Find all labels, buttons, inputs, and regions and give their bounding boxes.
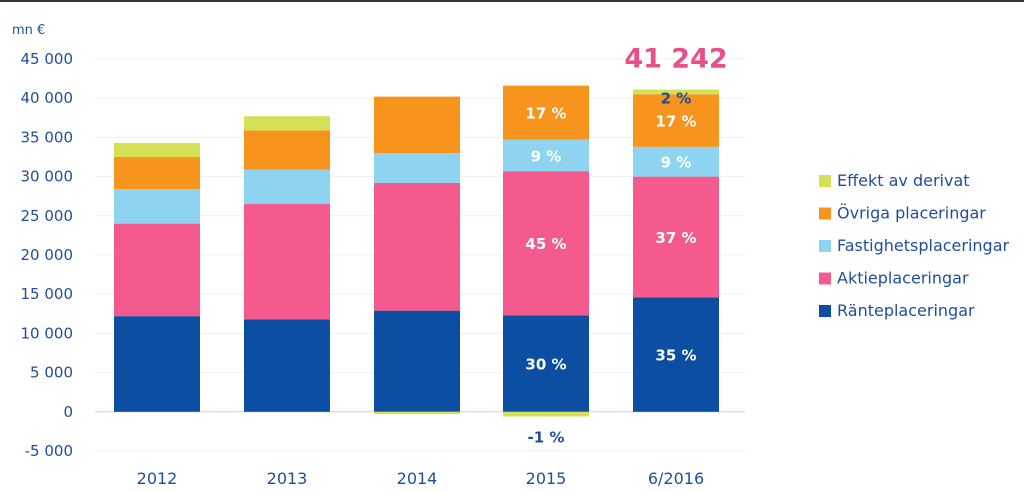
bar-segment bbox=[114, 316, 200, 412]
bar-segment bbox=[503, 315, 589, 412]
legend-swatch bbox=[819, 240, 831, 252]
x-tick-label: 2014 bbox=[397, 469, 438, 488]
x-axis: 2012 2013 2014 2015 6/2016 bbox=[137, 469, 705, 488]
bar-segment bbox=[633, 176, 719, 298]
legend-label: Effekt av derivat bbox=[837, 171, 970, 190]
bar-segment bbox=[633, 146, 719, 177]
bar-segment bbox=[374, 310, 460, 412]
segment-label: 35 % bbox=[655, 347, 696, 365]
y-tick-label: 20 000 bbox=[21, 246, 74, 264]
legend-label: Aktieplaceringar bbox=[837, 269, 969, 288]
segment-label: -1 % bbox=[528, 429, 565, 447]
y-tick-label: 25 000 bbox=[21, 207, 74, 225]
y-axis: -5 000 0 5 000 10 000 15 000 20 000 25 000 30 0… bbox=[21, 50, 74, 460]
x-tick-label: 2013 bbox=[267, 469, 308, 488]
segment-label: 37 % bbox=[655, 229, 696, 247]
bar-segment bbox=[114, 157, 200, 190]
bar-segment bbox=[244, 204, 330, 320]
bar-segment bbox=[114, 142, 200, 157]
y-tick-label: 40 000 bbox=[21, 89, 74, 107]
legend-label: Ränteplaceringar bbox=[837, 301, 975, 320]
y-tick-label: 45 000 bbox=[21, 50, 74, 68]
bar-segment bbox=[374, 411, 460, 415]
segment-label: 30 % bbox=[525, 356, 566, 374]
bar-segment bbox=[244, 130, 330, 170]
bar-segment bbox=[633, 297, 719, 412]
bar-segment bbox=[633, 89, 719, 95]
bar-segment bbox=[244, 319, 330, 412]
x-tick-label: 2015 bbox=[526, 469, 567, 488]
legend-swatch bbox=[819, 207, 831, 220]
bar-segment bbox=[633, 94, 719, 147]
top-border bbox=[0, 0, 1024, 2]
bar-segment bbox=[503, 85, 589, 140]
legend-label: Fastighetsplaceringar bbox=[837, 236, 1010, 255]
bar-segment bbox=[374, 182, 460, 311]
bar-segment bbox=[503, 411, 589, 417]
bar-segment bbox=[244, 169, 330, 205]
bar-segment bbox=[244, 116, 330, 131]
legend: Effekt av derivat Övriga placeringar Fasti… bbox=[819, 171, 1010, 320]
bar-segment bbox=[503, 139, 589, 172]
y-tick-label: -5 000 bbox=[25, 442, 73, 460]
y-tick-label: 5 000 bbox=[30, 364, 73, 382]
legend-swatch bbox=[819, 175, 831, 187]
x-tick-label: 6/2016 bbox=[648, 469, 704, 488]
total-label: 41 242 bbox=[624, 44, 727, 75]
legend-swatch bbox=[819, 272, 831, 285]
bar-segment bbox=[374, 96, 460, 154]
y-tick-label: 10 000 bbox=[21, 324, 74, 342]
bar-segment bbox=[503, 171, 589, 316]
segment-label: 9 % bbox=[531, 147, 562, 165]
segment-label: 9 % bbox=[661, 154, 692, 172]
segment-label: 17 % bbox=[655, 113, 696, 131]
legend-label: Övriga placeringar bbox=[837, 204, 986, 223]
y-tick-label: 30 000 bbox=[21, 168, 74, 186]
y-tick-label: 35 000 bbox=[21, 128, 74, 146]
y-tick-label: 0 bbox=[63, 403, 73, 421]
x-tick-label: 2012 bbox=[137, 469, 178, 488]
legend-swatch bbox=[819, 305, 831, 317]
bar-segment bbox=[374, 153, 460, 183]
unit-label: mn € bbox=[12, 23, 45, 38]
bar-segment bbox=[114, 223, 200, 317]
y-tick-label: 15 000 bbox=[21, 285, 74, 303]
bar-segment bbox=[114, 189, 200, 224]
segment-label: 2 % bbox=[661, 90, 692, 108]
bars bbox=[114, 85, 719, 417]
segment-label: 17 % bbox=[525, 105, 566, 123]
segment-labels: 30 % 45 % 9 % 17 % -1 % 35 % 37 % 9 % 17 % 2 % bbox=[525, 90, 696, 447]
segment-label: 45 % bbox=[525, 235, 566, 253]
